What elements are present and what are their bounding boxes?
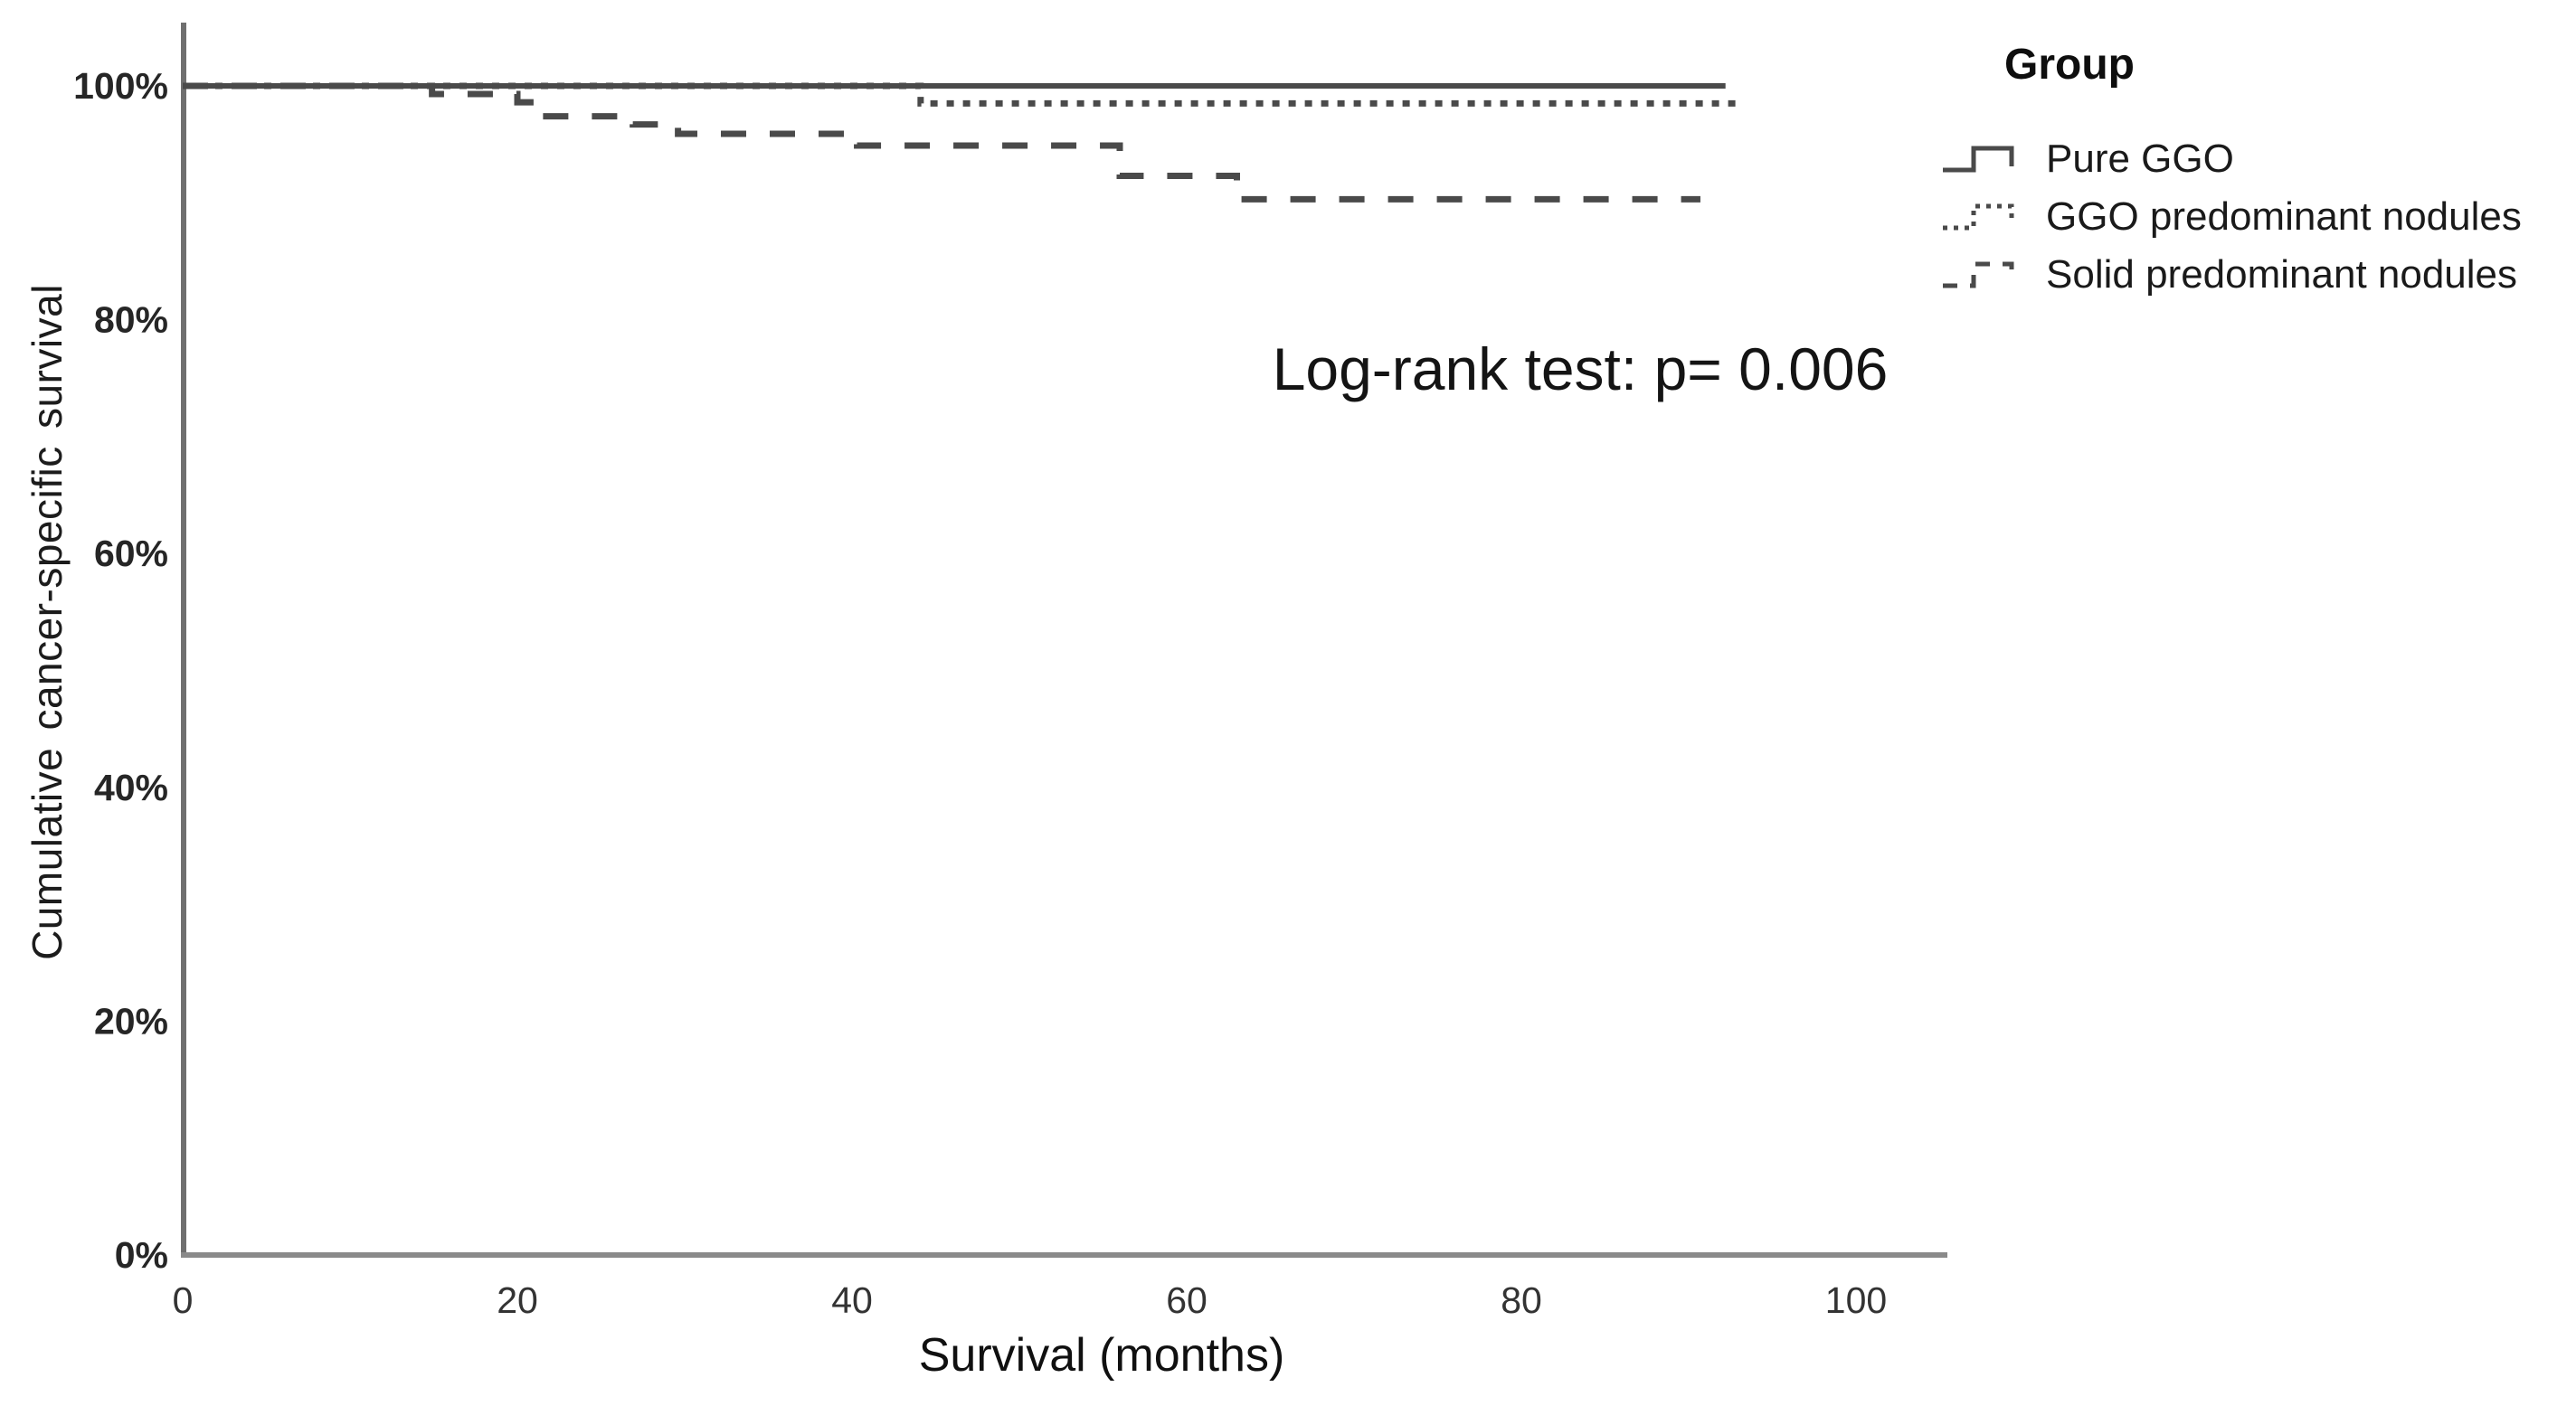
legend-item-label: GGO predominant nodules <box>2046 194 2522 239</box>
y-axis-title: Cumulative cancer-specific survival <box>24 284 71 960</box>
y-tick-label-40: 40% <box>94 767 168 808</box>
x-tick-label-80: 80 <box>1501 1279 1542 1321</box>
y-tick-labels: 100% 80% 60% 40% 20% 0% <box>73 65 168 1276</box>
legend-item-label: Solid predominant nodules <box>2046 252 2518 297</box>
log-rank-annotation: Log-rank test: p= 0.006 <box>1272 335 1889 402</box>
legend-item-pure-ggo: Pure GGO <box>1941 130 2522 188</box>
survival-curve-solid-predominant-nodules <box>183 82 1700 203</box>
legend-item-solid-predominant: Solid predominant nodules <box>1941 246 2522 304</box>
x-tick-labels: 0 20 40 60 80 100 <box>173 1279 1888 1321</box>
legend: Group Pure GGO GGO predominant nodules S… <box>1941 38 2522 304</box>
dotted-step-line-icon <box>1943 203 2014 231</box>
x-tick-label-60: 60 <box>1166 1279 1208 1321</box>
legend-items: Pure GGO GGO predominant nodules Solid p… <box>1941 130 2522 304</box>
y-tick-label-0: 0% <box>115 1234 168 1276</box>
y-tick-label-100: 100% <box>73 65 168 107</box>
y-tick-label-80: 80% <box>94 299 168 341</box>
legend-item-label: Pure GGO <box>2046 137 2234 181</box>
y-tick-label-20: 20% <box>94 1000 168 1042</box>
x-tick-label-100: 100 <box>1825 1279 1887 1321</box>
solid-step-line-icon <box>1943 146 2014 173</box>
dashed-step-line-icon <box>1943 261 2014 288</box>
x-axis-title: Survival (months) <box>918 1329 1285 1382</box>
x-tick-label-40: 40 <box>831 1279 873 1321</box>
x-tick-label-0: 0 <box>173 1279 194 1321</box>
legend-item-ggo-predominant: GGO predominant nodules <box>1941 188 2522 246</box>
legend-title: Group <box>2004 41 2135 89</box>
x-tick-label-20: 20 <box>497 1279 538 1321</box>
survival-curves <box>183 82 1743 203</box>
y-tick-label-60: 60% <box>94 533 168 574</box>
